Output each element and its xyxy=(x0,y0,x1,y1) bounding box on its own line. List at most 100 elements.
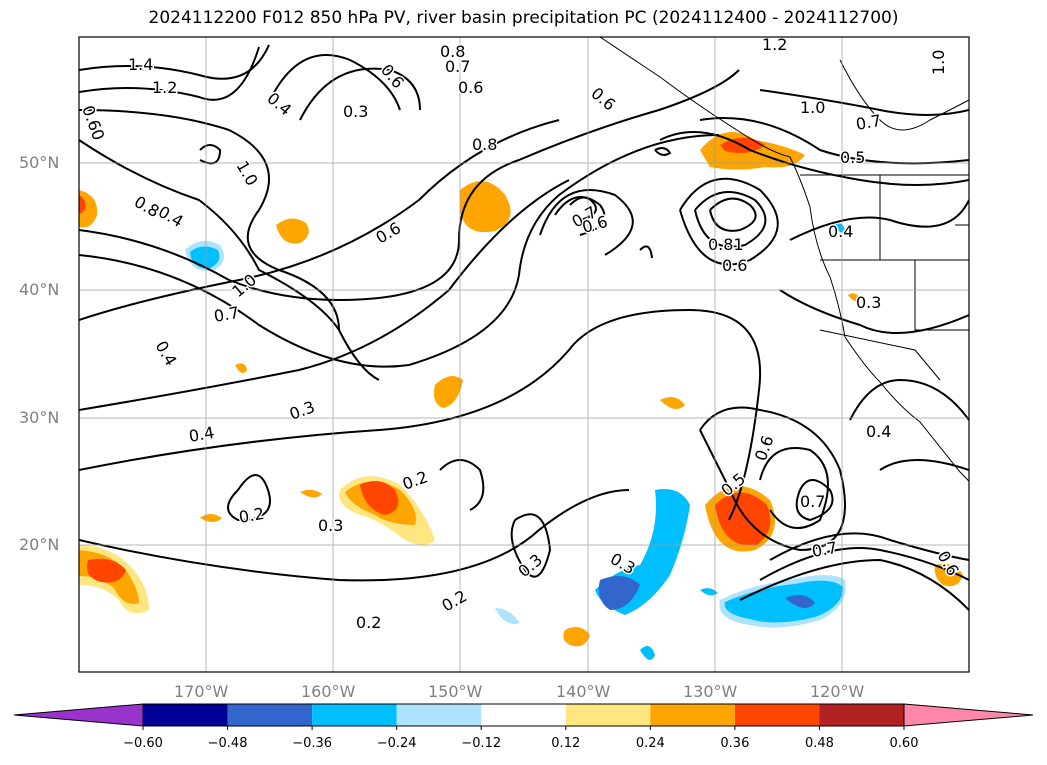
precip-positive-region xyxy=(86,558,126,583)
pv-contour xyxy=(709,197,757,232)
pv-contour xyxy=(269,54,401,111)
contour-label: 0.7 xyxy=(445,57,470,76)
coastline xyxy=(599,37,969,483)
colorbar-tick-label: 0.60 xyxy=(889,736,919,751)
precip-positive-region xyxy=(300,489,322,498)
state-border xyxy=(819,329,941,381)
colorbar-tick-label: 0.12 xyxy=(551,736,581,751)
contour-label: 0.3 xyxy=(856,293,881,312)
lat-label-30n: 30°N xyxy=(19,408,60,427)
contour-label: 0.8 xyxy=(472,135,497,154)
contour-label: 0.3 xyxy=(318,516,343,535)
colorbar-segment xyxy=(143,704,228,726)
colorbar-segment xyxy=(819,704,904,726)
contour-label: 0.81 xyxy=(708,235,744,254)
precip-negative-region xyxy=(598,576,640,610)
contour-label: 0.8 xyxy=(440,42,465,61)
precip-positive-region xyxy=(660,396,685,409)
contour-label: 0.7 xyxy=(854,111,882,134)
pv-contour xyxy=(694,191,767,248)
colorbar-tick-label: −0.60 xyxy=(123,736,163,751)
pv-contour xyxy=(759,547,969,581)
contour-label: 0.7 xyxy=(800,492,825,511)
precip-negative-region xyxy=(495,608,520,624)
contour-label: 0.5 xyxy=(840,148,865,167)
contour-label: 0.6 xyxy=(722,256,747,275)
precip-positive-region xyxy=(235,363,247,374)
colorbar-tick-label: −0.48 xyxy=(207,736,248,751)
contour-label: 0.4 xyxy=(828,222,853,241)
colorbar-tick-label: 0.36 xyxy=(720,736,750,751)
colorbar-extend-high xyxy=(903,703,1034,727)
pv-contour xyxy=(739,558,969,611)
map-title: 2024112200 F012 850 hPa PV, river basin … xyxy=(148,8,899,28)
pv-contour xyxy=(79,109,340,331)
colorbar-extend-low xyxy=(13,703,144,727)
colorbar-tick-label: −0.12 xyxy=(461,736,502,751)
precip-positive-region xyxy=(434,376,463,408)
colorbar-segment xyxy=(565,704,651,726)
precip-negative-region xyxy=(785,594,815,608)
pv-contour xyxy=(79,308,762,521)
contour-label: 1.0 xyxy=(800,98,825,117)
precip-negative-region xyxy=(640,646,655,660)
precip-positive-region xyxy=(715,492,771,546)
state-border xyxy=(914,260,969,331)
lon-label-150w: 150°W xyxy=(428,682,483,701)
pv-contour xyxy=(769,532,969,561)
pv-contour xyxy=(849,378,969,421)
precip-positive-region xyxy=(563,626,590,647)
pv-contour xyxy=(79,69,740,302)
pv-contour xyxy=(879,459,969,471)
precip-positive-region xyxy=(360,481,399,515)
colorbar-segment xyxy=(227,704,313,726)
pv-contour xyxy=(79,489,630,582)
map-background xyxy=(79,37,969,672)
precip-positive-region xyxy=(276,218,309,244)
pv-contour xyxy=(654,147,672,156)
precip-positive-region xyxy=(79,195,86,214)
colorbar-tick-label: −0.36 xyxy=(292,736,333,751)
colorbar-segment xyxy=(650,704,735,726)
precip-negative-region xyxy=(700,588,718,596)
contour-label: 0.4 xyxy=(866,422,891,441)
pv-contour xyxy=(299,67,421,121)
contour-label: 1.2 xyxy=(152,78,177,97)
contour-label: 1.4 xyxy=(128,55,153,74)
contour-label: 0.3 xyxy=(343,102,368,121)
lat-label-40n: 40°N xyxy=(19,280,60,299)
lat-label-50n: 50°N xyxy=(19,153,60,172)
contour-label: 0.7 xyxy=(212,303,240,326)
colorbar-tick-label: −0.24 xyxy=(376,736,417,751)
colorbar-segment xyxy=(734,704,820,726)
coastlines xyxy=(599,37,969,483)
pv-contour xyxy=(227,474,271,522)
colorbar-tick-label: 0.24 xyxy=(635,736,665,751)
colorbar-segment xyxy=(396,704,482,726)
map-frame xyxy=(78,36,970,673)
colorbar-segment xyxy=(312,704,397,726)
contour-label: 0.7 xyxy=(810,538,838,561)
pv-contour xyxy=(699,406,846,552)
contour-label: 0.2 xyxy=(356,613,381,632)
lat-label-20n: 20°N xyxy=(19,535,60,554)
pv-contour xyxy=(759,447,829,529)
pv-contour xyxy=(539,189,634,256)
colorbar-outline xyxy=(142,703,905,727)
colorbar-tick-label: 0.48 xyxy=(804,736,834,751)
precip-positive-region xyxy=(460,181,511,233)
pv-contour xyxy=(510,513,552,578)
pv-contour xyxy=(79,44,270,80)
contour-label: 1.2 xyxy=(762,35,787,54)
lon-label-160w: 160°W xyxy=(301,682,356,701)
coastline xyxy=(839,59,969,131)
pv-contour xyxy=(639,245,653,259)
pv-contour xyxy=(659,131,969,186)
pv-contour xyxy=(79,46,260,101)
lon-label-130w: 130°W xyxy=(683,682,738,701)
lon-label-120w: 120°W xyxy=(810,682,865,701)
pv-contour xyxy=(779,289,969,334)
contour-label: 1.0 xyxy=(929,50,948,75)
colorbar xyxy=(13,703,1034,730)
